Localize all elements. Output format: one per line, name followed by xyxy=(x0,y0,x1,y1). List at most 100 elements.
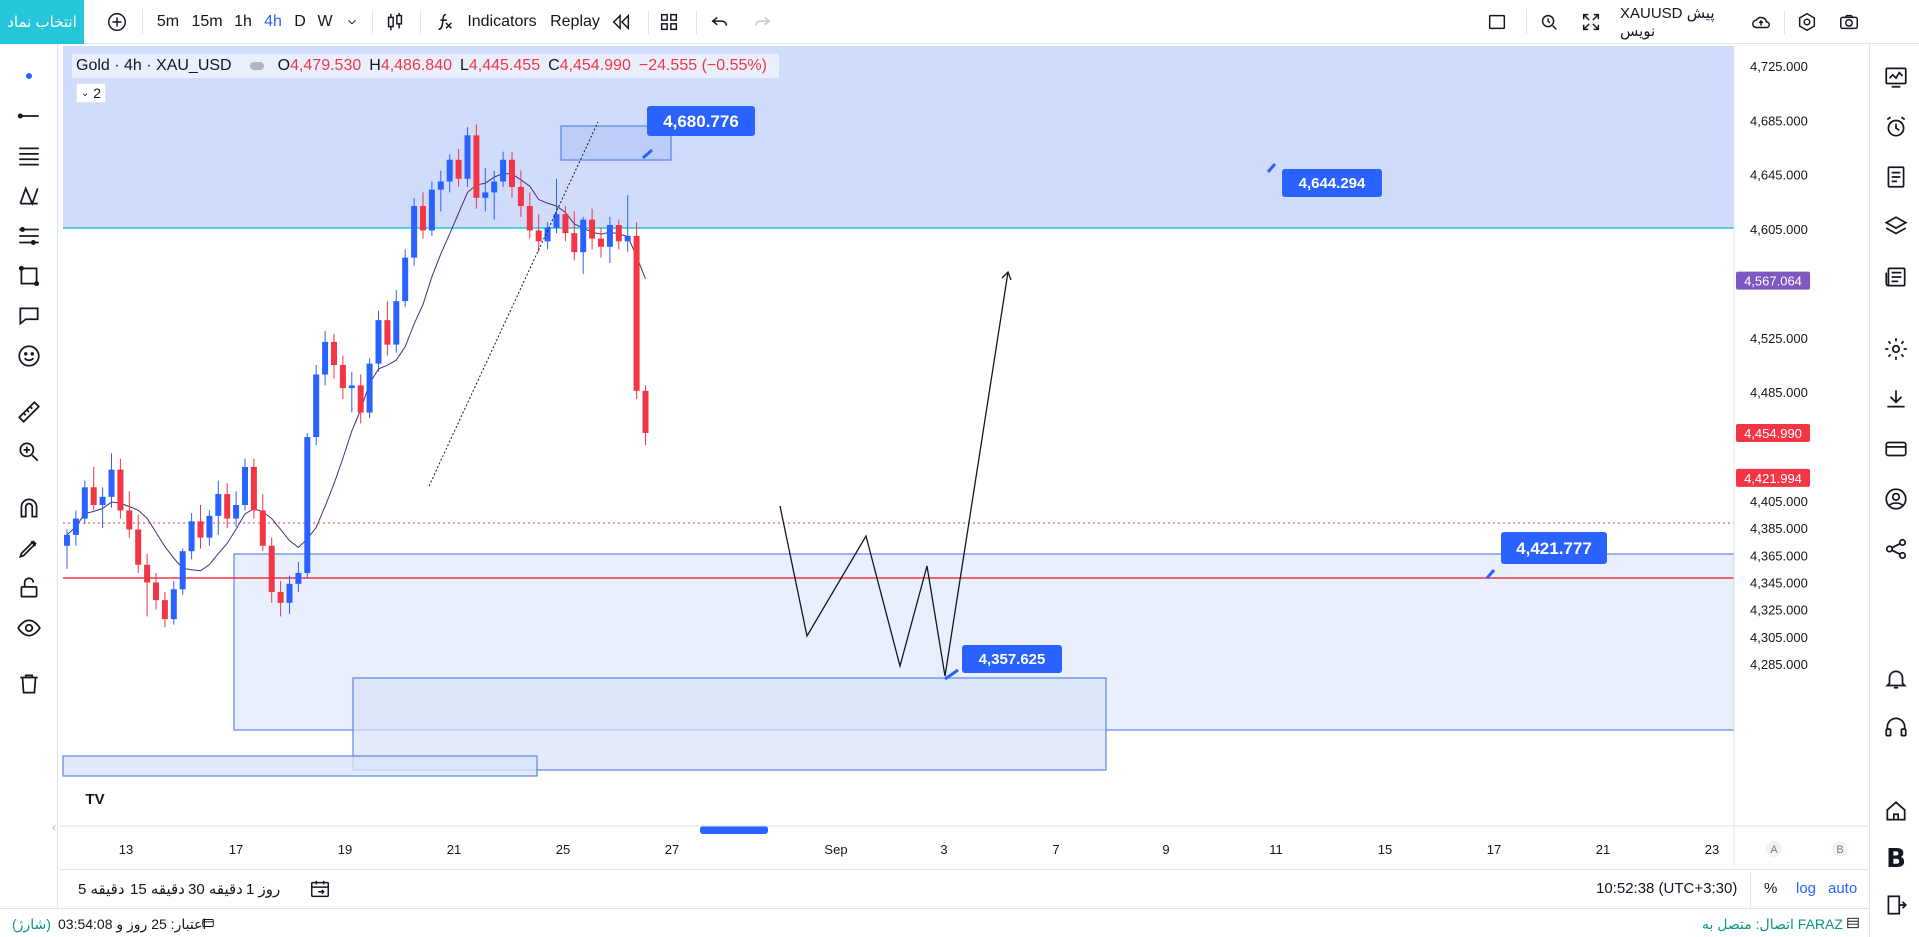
forecast-arrowhead xyxy=(1001,270,1012,281)
candle xyxy=(277,581,284,617)
ruler-icon[interactable] xyxy=(13,396,45,428)
emoji-icon[interactable] xyxy=(13,340,45,372)
fullscreen-square-icon[interactable] xyxy=(1484,0,1510,44)
candle xyxy=(544,222,551,250)
news-icon[interactable] xyxy=(1881,262,1911,292)
exit-icon[interactable] xyxy=(1881,890,1911,920)
add-symbol-icon[interactable] xyxy=(104,0,130,44)
bold-b-icon[interactable]: B xyxy=(1886,844,1906,874)
replay-rewind-icon[interactable] xyxy=(606,0,636,44)
interval-d[interactable]: D xyxy=(294,13,306,30)
fib-lines-icon[interactable] xyxy=(13,140,45,172)
drawing-mode-icon[interactable] xyxy=(13,532,45,564)
price-chart[interactable]: 4,680.776 4,644.294 4,421.777 4,357.625 … xyxy=(60,46,1868,866)
indicator-collapse-button[interactable]: ⌄ 2 xyxy=(76,83,106,103)
time-tick-label: 13 xyxy=(119,842,133,857)
divider xyxy=(1784,10,1785,34)
candle xyxy=(633,222,640,399)
camera-icon[interactable] xyxy=(1836,0,1862,44)
price-badge: 4,454.990 xyxy=(1736,423,1810,442)
candle xyxy=(437,170,444,212)
low-zone xyxy=(62,755,538,777)
watchlist-icon[interactable] xyxy=(1881,62,1911,92)
trash-icon[interactable] xyxy=(13,668,45,700)
price-badge: 4,567.064 xyxy=(1736,271,1810,290)
user-icon[interactable] xyxy=(1881,484,1911,514)
drawings-layer xyxy=(62,46,1734,777)
eye-icon[interactable] xyxy=(13,612,45,644)
settings-hexagon-icon[interactable] xyxy=(1794,0,1820,44)
chevron-down-icon[interactable] xyxy=(343,0,361,44)
price-tick-label: 4,605.000 xyxy=(1750,222,1808,237)
o-value: 4,479.530 xyxy=(290,57,362,74)
range-5m[interactable]: 5 دقیقه xyxy=(78,881,125,898)
cloud-upload-icon[interactable] xyxy=(1746,0,1776,44)
legend-eye-icon[interactable] xyxy=(249,62,264,70)
candles-type-icon[interactable] xyxy=(382,0,408,44)
bottom-toolbar: 5 دقیقه 15 دقیقه 30 دقیقه 1 روز 10:52:38… xyxy=(60,869,1868,909)
candle xyxy=(108,453,115,508)
interval-5m[interactable]: 5m xyxy=(156,13,180,30)
candle xyxy=(348,371,355,413)
home-icon[interactable] xyxy=(1881,796,1911,826)
candle xyxy=(446,154,453,193)
notes-icon[interactable] xyxy=(1881,162,1911,192)
percent-toggle[interactable]: % xyxy=(1764,880,1778,897)
layout-grid-icon[interactable] xyxy=(656,0,682,44)
replay-button[interactable]: Replay xyxy=(550,13,600,30)
candle xyxy=(482,167,489,212)
candle xyxy=(242,458,248,511)
candle xyxy=(428,181,435,236)
magnet-icon[interactable] xyxy=(13,492,45,524)
c-label: C xyxy=(548,57,560,74)
candle xyxy=(411,197,418,266)
indicators-fx-icon[interactable] xyxy=(432,0,458,44)
interval-w[interactable]: W xyxy=(317,13,333,30)
rectangle-icon[interactable] xyxy=(13,260,45,292)
price-tick-label: 4,285.000 xyxy=(1750,657,1808,672)
axis-button-label: B xyxy=(1836,844,1843,856)
goto-date-icon[interactable] xyxy=(308,878,332,900)
gear-icon[interactable] xyxy=(1881,334,1911,364)
range-30m[interactable]: 30 دقیقه xyxy=(188,881,243,898)
pattern-icon[interactable] xyxy=(13,180,45,212)
range-1d[interactable]: 1 روز xyxy=(246,881,281,898)
collapse-left-icon[interactable]: ‹ xyxy=(52,820,56,834)
zoom-in-icon[interactable] xyxy=(13,436,45,468)
gann-icon[interactable] xyxy=(13,220,45,252)
layers-icon[interactable] xyxy=(1881,212,1911,242)
interval-4h[interactable]: 4h xyxy=(264,13,282,30)
payment-card-icon[interactable] xyxy=(1881,434,1911,464)
alarm-clock-icon[interactable] xyxy=(1881,112,1911,142)
lock-icon[interactable] xyxy=(13,572,45,604)
legend-symbol[interactable]: Gold · 4h · XAU_USD xyxy=(76,57,232,74)
symbol-name[interactable]: XAUUSD پیش نویس xyxy=(1620,5,1715,40)
log-toggle[interactable]: log xyxy=(1796,880,1817,897)
indicators-button[interactable]: Indicators xyxy=(467,13,537,30)
divider xyxy=(648,10,649,34)
trend-line-icon[interactable] xyxy=(13,100,45,132)
order-block-zone xyxy=(352,677,1107,771)
annotation-icon[interactable] xyxy=(13,300,45,332)
status-tag: (شارژ) xyxy=(12,916,51,932)
notification-bell-icon[interactable] xyxy=(1881,664,1911,694)
clock[interactable]: 10:52:38 (UTC+3:30) xyxy=(1596,880,1738,897)
headset-support-icon[interactable] xyxy=(1881,712,1911,742)
download-icon[interactable] xyxy=(1881,384,1911,414)
undo-icon[interactable] xyxy=(707,0,733,44)
candle xyxy=(161,591,168,628)
candle xyxy=(598,227,604,258)
candle xyxy=(366,358,373,419)
auto-toggle[interactable]: auto xyxy=(1828,880,1858,897)
interval-1h[interactable]: 1h xyxy=(234,13,252,30)
interval-15m[interactable]: 15m xyxy=(191,13,223,30)
cursor-dot-icon[interactable] xyxy=(13,60,45,92)
time-tick-label: 15 xyxy=(1378,842,1392,857)
fullscreen-icon[interactable] xyxy=(1578,0,1604,44)
price-tick-label: 4,685.000 xyxy=(1750,113,1808,128)
share-icon[interactable] xyxy=(1881,534,1911,564)
quick-search-icon[interactable] xyxy=(1536,0,1562,44)
redo-icon[interactable] xyxy=(749,0,775,44)
select-symbol-button[interactable]: انتخاب نماد xyxy=(0,0,84,44)
range-15m[interactable]: 15 دقیقه xyxy=(130,881,185,898)
